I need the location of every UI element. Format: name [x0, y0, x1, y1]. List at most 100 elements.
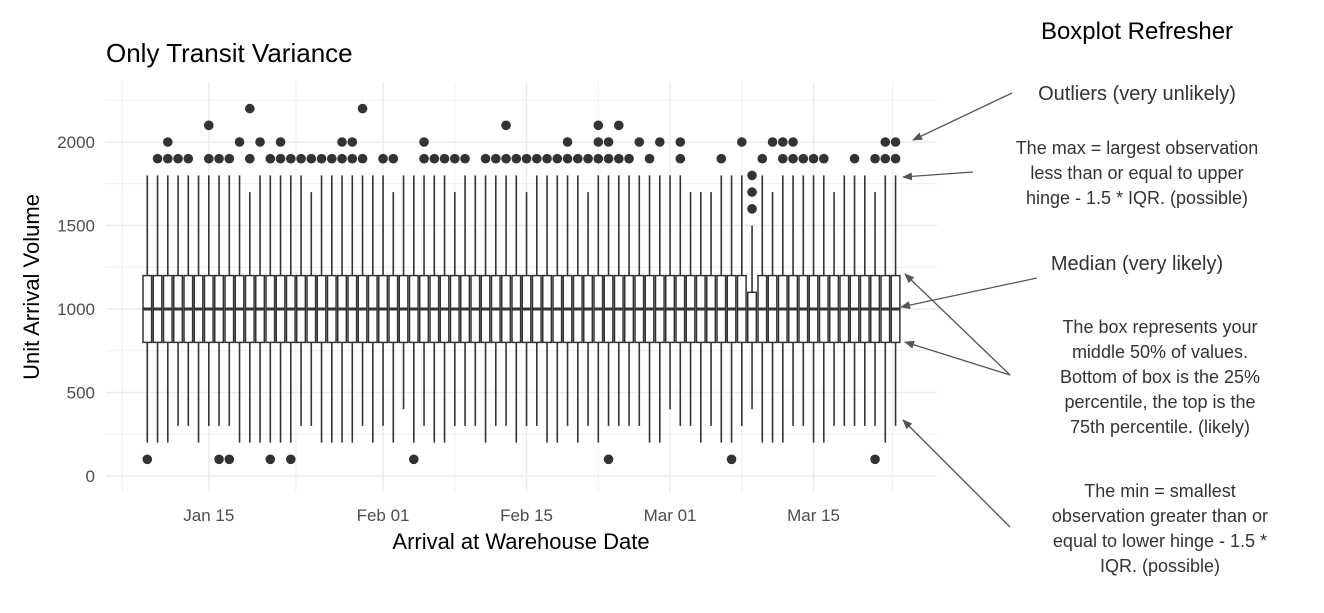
annotation-outliers: Outliers (very unlikely): [1038, 83, 1236, 105]
box-mar-21: [870, 153, 881, 465]
annotation-max-line: The max = largest observation: [1016, 138, 1259, 158]
outlier-point: [214, 454, 224, 465]
box-feb-25: [624, 153, 635, 426]
box-mar-18: [839, 175, 850, 426]
y-tick-label: 1000: [57, 300, 95, 319]
box-mar-12: [777, 137, 788, 443]
axes: 0 500 1000 1500 2000 Jan 15 Feb 01 Feb 15 Mar 01…: [57, 133, 840, 525]
box-mar-19: [849, 153, 860, 426]
outlier-point: [429, 153, 440, 164]
outlier-point: [511, 153, 522, 164]
outlier-point: [890, 153, 901, 164]
outlier-point: [726, 454, 737, 465]
outlier-point: [593, 120, 604, 131]
outlier-point: [573, 153, 583, 164]
outlier-point: [501, 153, 511, 164]
box-mar-05: [706, 192, 717, 426]
annotation-arrows: [900, 92, 1038, 528]
box-feb-01: [378, 153, 389, 426]
box-feb-17: [542, 153, 553, 443]
outlier-point: [337, 137, 347, 147]
y-axis-title: Unit Arrival Volume: [19, 194, 44, 380]
outlier-point: [275, 137, 286, 147]
outlier-point: [286, 153, 296, 164]
box-mar-14: [798, 153, 809, 426]
box-jan-15: [203, 120, 214, 426]
annotation-heading: Boxplot Refresher: [1041, 18, 1233, 45]
outlier-point: [388, 153, 399, 164]
outlier-point: [224, 153, 235, 164]
outlier-point: [337, 153, 347, 164]
outlier-point: [737, 137, 747, 147]
box-mar-17: [829, 192, 840, 426]
annotation-min-line: equal to lower hinge - 1.5 *: [1053, 531, 1267, 551]
box-jan-28: [337, 137, 348, 443]
min-arrow: [902, 419, 1011, 528]
outlier-point: [593, 153, 604, 164]
outlier-point: [583, 153, 593, 164]
box-feb-13: [501, 120, 512, 426]
outlier-point: [542, 153, 552, 164]
box-jan-20: [255, 137, 266, 443]
x-tick-label: Jan 15: [183, 506, 234, 525]
outlier-point: [870, 454, 880, 465]
outlier-point: [757, 153, 768, 164]
outlier-point: [163, 137, 173, 147]
outlier-point: [562, 153, 573, 164]
outlier-point: [265, 454, 276, 465]
box-feb-16: [531, 153, 542, 426]
outlier-point: [788, 137, 798, 147]
box-mar-16: [818, 153, 829, 443]
outlier-point: [234, 137, 245, 147]
outlier-point: [593, 137, 604, 147]
outlier-point: [491, 153, 501, 164]
box-feb-15: [521, 153, 532, 426]
box-feb-27: [644, 153, 655, 443]
x-axis-title: Arrival at Warehouse Date: [392, 529, 649, 554]
box-feb-07: [439, 153, 450, 443]
box-feb-11: [480, 153, 491, 443]
outlier-point: [788, 153, 798, 164]
box-bottom-arrow: [904, 340, 1011, 376]
outlier-point: [347, 137, 358, 147]
box-jan-27: [326, 153, 337, 443]
annotation-max-line: less than or equal to upper: [1030, 163, 1243, 183]
outlier-point: [849, 153, 860, 164]
y-tick-label: 1500: [57, 217, 95, 236]
outlier-point: [450, 153, 460, 164]
outlier-point: [419, 153, 429, 164]
box-mar-15: [808, 153, 819, 443]
outliers-arrow: [912, 92, 1013, 141]
outlier-point: [357, 153, 368, 164]
box-jan-21: [265, 153, 276, 465]
outlier-point: [747, 170, 757, 181]
box-mar-11: [767, 137, 778, 443]
annotation-median: Median (very likely): [1051, 253, 1223, 275]
box-feb-22: [593, 120, 604, 443]
outlier-point: [214, 153, 224, 164]
outlier-point: [521, 153, 532, 164]
outlier-point: [747, 187, 757, 197]
box-feb-20: [572, 153, 583, 443]
outlier-point: [890, 137, 901, 147]
box-mar-08: [736, 137, 747, 426]
box-jan-29: [347, 137, 358, 443]
annotation-box-line: middle 50% of values.: [1072, 342, 1248, 362]
box-jan-17: [224, 153, 235, 465]
outlier-point: [675, 137, 686, 147]
chart-title: Only Transit Variance: [106, 38, 353, 68]
outlier-point: [603, 153, 614, 164]
box-feb-12: [490, 153, 501, 426]
outlier-point: [419, 137, 429, 147]
box-mar-04: [695, 192, 706, 443]
box-jan-09: [142, 175, 153, 465]
outlier-point: [870, 153, 880, 164]
box-mar-07: [726, 175, 737, 465]
outlier-point: [614, 120, 624, 131]
box-mar-22: [880, 137, 891, 443]
outlier-point: [275, 153, 286, 164]
annotation-min-line: IQR. (possible): [1100, 556, 1220, 576]
outlier-point: [480, 153, 491, 164]
box-feb-18: [552, 153, 563, 443]
annotation-box-line: The box represents your: [1062, 317, 1257, 337]
